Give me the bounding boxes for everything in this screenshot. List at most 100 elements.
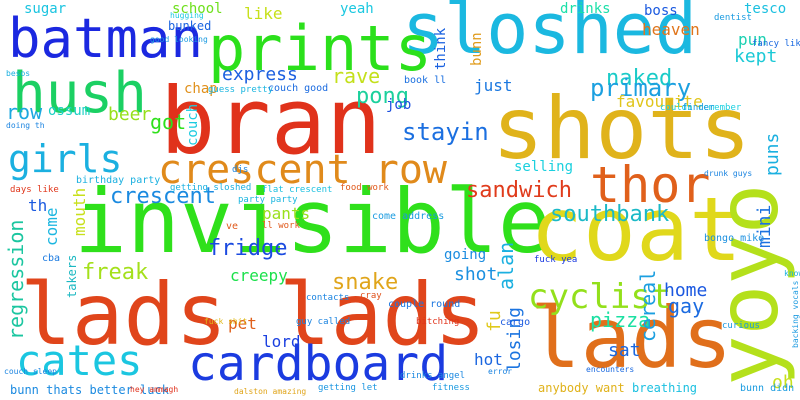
word: getting let bbox=[318, 383, 378, 393]
word: good looking bbox=[150, 35, 208, 44]
word: pong bbox=[356, 84, 409, 109]
word: bunked bbox=[168, 19, 212, 33]
word: backing vocals bbox=[791, 280, 800, 348]
word: flat crescent bbox=[262, 185, 333, 195]
word: cyclist bbox=[528, 277, 672, 317]
word: bongo mike bbox=[704, 233, 765, 244]
word: know love bbox=[784, 269, 800, 278]
word: couch bbox=[185, 103, 201, 146]
word: naked bbox=[606, 66, 673, 91]
word: yoyo bbox=[699, 183, 797, 386]
word: hot bbox=[474, 350, 503, 369]
word: southbank bbox=[550, 202, 670, 227]
word: invisible bbox=[74, 170, 551, 273]
word: drinks bbox=[560, 1, 611, 17]
word: tesco bbox=[744, 1, 787, 17]
word: girls bbox=[8, 137, 123, 181]
word: ve bbox=[226, 221, 239, 232]
word: just bbox=[474, 76, 513, 95]
word: drinks angel bbox=[400, 371, 466, 381]
word: takers bbox=[65, 254, 79, 298]
word: curious bbox=[722, 321, 760, 331]
word: breathing bbox=[632, 381, 698, 395]
word: couple round bbox=[388, 299, 461, 310]
word: fridge bbox=[208, 236, 288, 261]
word: regression bbox=[4, 219, 28, 340]
word: puns bbox=[762, 132, 783, 176]
word: cray bbox=[360, 291, 382, 301]
word: boss bbox=[644, 3, 678, 19]
word: hey ammagh bbox=[130, 385, 179, 394]
word: chap bbox=[184, 81, 218, 97]
word: hugging bbox=[170, 11, 204, 20]
word: food work bbox=[340, 183, 389, 193]
word: book ll bbox=[404, 75, 447, 86]
word: shots bbox=[492, 79, 751, 179]
word: getting sloshed bbox=[170, 183, 252, 193]
word: bunn bbox=[469, 32, 485, 66]
word: batman bbox=[8, 7, 204, 70]
word: prints bbox=[208, 12, 432, 85]
word: primary bbox=[590, 74, 692, 102]
word: cargo bbox=[500, 317, 531, 328]
word: yeah bbox=[340, 1, 374, 17]
word: rave bbox=[332, 64, 381, 88]
word: djs bbox=[232, 165, 249, 175]
word: mouth bbox=[70, 187, 89, 236]
word: going bbox=[444, 247, 487, 263]
word: oh bbox=[772, 372, 794, 393]
word: pants bbox=[262, 204, 311, 223]
word: row bbox=[6, 100, 43, 124]
word: school bbox=[172, 1, 223, 17]
word: guy called bbox=[296, 317, 351, 327]
word: heaven bbox=[642, 20, 700, 39]
word: hush bbox=[12, 61, 147, 126]
word: like bbox=[244, 4, 283, 23]
word: party party bbox=[238, 195, 298, 205]
word: couch good bbox=[268, 83, 329, 94]
word: home bbox=[664, 280, 708, 301]
word: birthday party bbox=[76, 175, 161, 186]
word: creepy bbox=[230, 266, 288, 285]
word: snake bbox=[332, 270, 399, 295]
word: lord bbox=[262, 332, 301, 351]
word: guess pretty bbox=[208, 85, 274, 95]
word: anybody want bbox=[538, 381, 625, 395]
word: crescent bbox=[110, 184, 216, 209]
word: sugar bbox=[24, 1, 67, 17]
word: fancy like bbox=[752, 39, 800, 49]
word: freak bbox=[82, 260, 149, 285]
word: fuck shit bbox=[204, 317, 248, 326]
word: stayin bbox=[402, 118, 489, 146]
word: bunn thats better luck bbox=[10, 383, 169, 397]
word: fuck yea bbox=[534, 255, 578, 265]
word: pun bbox=[738, 30, 767, 49]
word: crescent row bbox=[158, 147, 447, 193]
word: coat bbox=[530, 178, 742, 281]
word: lads bbox=[530, 289, 733, 387]
word: job bbox=[386, 97, 412, 113]
word: bran bbox=[160, 68, 382, 175]
word: pet bbox=[228, 314, 257, 333]
word: ll work bbox=[262, 221, 300, 231]
word: shot bbox=[454, 264, 498, 285]
word: fitness bbox=[432, 383, 470, 393]
word: th bbox=[28, 196, 48, 215]
word: besos bbox=[6, 69, 31, 78]
word: cereal bbox=[636, 269, 660, 342]
word: finder bbox=[682, 103, 715, 113]
word: alan bbox=[494, 241, 518, 290]
word: thor bbox=[590, 156, 711, 214]
word: cardboard bbox=[188, 336, 449, 392]
word: got bbox=[150, 110, 187, 134]
word: contacts bbox=[306, 293, 350, 303]
word: days like bbox=[10, 185, 59, 195]
word: lads lads bbox=[20, 265, 486, 365]
word: couch sleep bbox=[4, 367, 57, 376]
word: pizza bbox=[590, 308, 651, 332]
word: couldn remember bbox=[660, 103, 742, 113]
word: error bbox=[488, 367, 513, 376]
word: express bbox=[222, 64, 298, 85]
word: doing th bbox=[6, 121, 45, 130]
